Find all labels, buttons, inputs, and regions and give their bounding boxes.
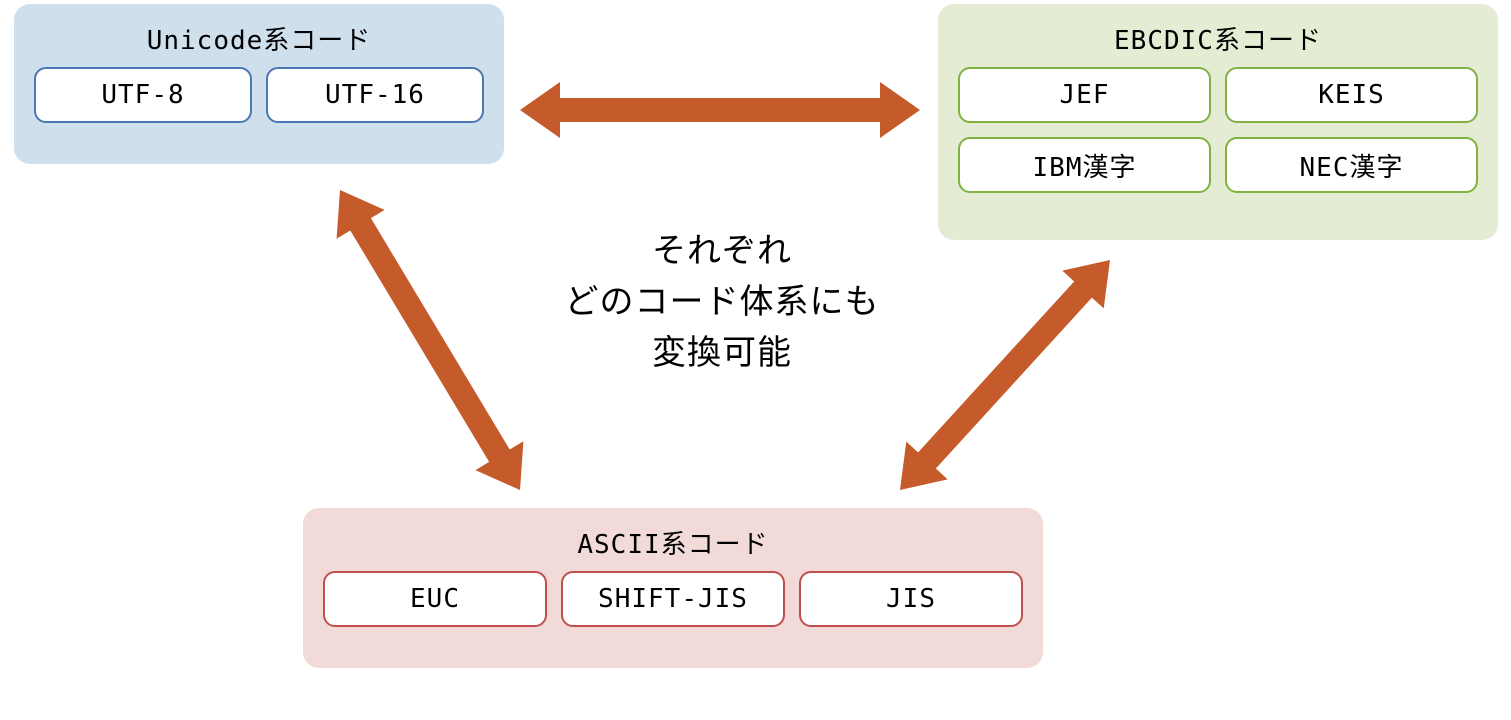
arrow-unicode-ebcdic (520, 82, 920, 138)
group-ebcdic-title: EBCDIC系コード (958, 20, 1478, 57)
chip-jef: JEF (958, 67, 1211, 123)
chip-jis: JIS (799, 571, 1023, 627)
chip-ibmkanji: IBM漢字 (958, 137, 1211, 193)
group-ascii: ASCII系コード EUC SHIFT-JIS JIS (303, 508, 1043, 668)
chip-neckanji: NEC漢字 (1225, 137, 1478, 193)
group-ascii-title: ASCII系コード (323, 524, 1023, 561)
chip-keis: KEIS (1225, 67, 1478, 123)
diagram-stage: Unicode系コード UTF-8 UTF-16 EBCDIC系コード JEF … (0, 0, 1511, 720)
group-ebcdic: EBCDIC系コード JEF KEIS IBM漢字 NEC漢字 (938, 4, 1498, 240)
group-ebcdic-chips: JEF KEIS IBM漢字 NEC漢字 (958, 67, 1478, 193)
chip-euc: EUC (323, 571, 547, 627)
center-caption-line1: それぞれ (502, 226, 942, 277)
chip-utf8: UTF-8 (34, 67, 252, 123)
group-unicode-title: Unicode系コード (34, 20, 484, 57)
group-unicode-chips: UTF-8 UTF-16 (34, 67, 484, 123)
center-caption-line2: どのコード体系にも (502, 277, 942, 328)
group-unicode: Unicode系コード UTF-8 UTF-16 (14, 4, 504, 164)
center-caption-line3: 変換可能 (502, 328, 942, 379)
chip-shiftjis: SHIFT-JIS (561, 571, 785, 627)
chip-utf16: UTF-16 (266, 67, 484, 123)
group-ascii-chips: EUC SHIFT-JIS JIS (323, 571, 1023, 627)
center-caption: それぞれ どのコード体系にも 変換可能 (502, 226, 942, 379)
